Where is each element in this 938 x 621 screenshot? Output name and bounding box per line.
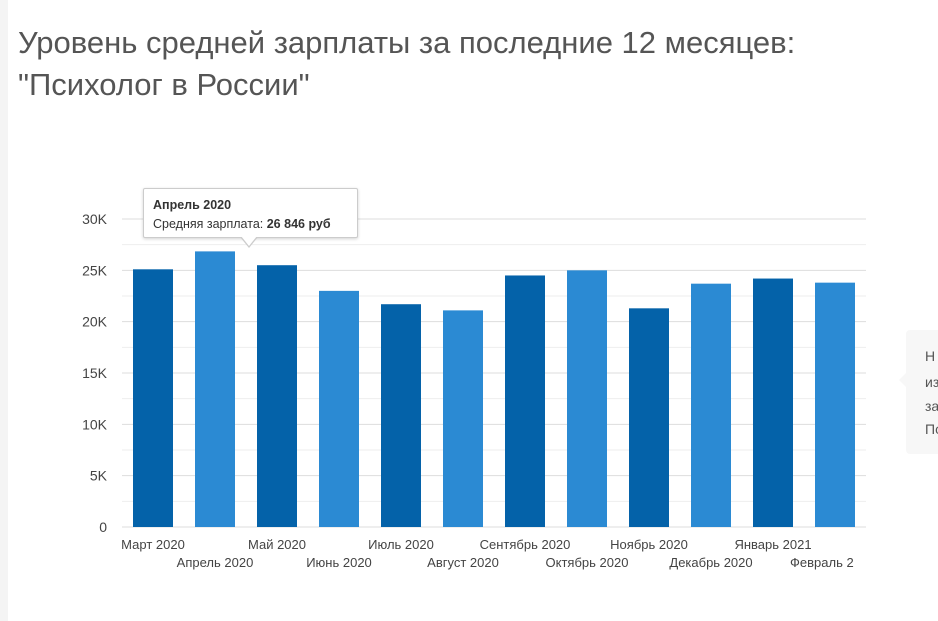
page-title: Уровень средней зарплаты за последние 12… (18, 22, 898, 106)
side-panel[interactable]: Н из за По (906, 330, 938, 454)
x-tick-label: Август 2020 (427, 555, 499, 570)
tooltip-line: Средняя зарплата: 26 846 руб (153, 214, 357, 234)
y-tick-label: 25K (82, 262, 108, 278)
y-tick-label: 30K (82, 211, 108, 227)
bar-8[interactable] (567, 270, 607, 527)
x-tick-label: Октябрь 2020 (546, 555, 629, 570)
tooltip-title: Апрель 2020 (153, 198, 232, 212)
y-tick-label: 20K (82, 314, 108, 330)
side-panel-text-3: за (925, 398, 938, 414)
bar-11[interactable] (753, 278, 793, 527)
x-tick-label: Февраль 2 (790, 555, 854, 570)
bar-3[interactable] (257, 265, 297, 527)
x-tick-label: Ноябрь 2020 (610, 537, 688, 552)
bar-9[interactable] (629, 308, 669, 527)
bar-4[interactable] (319, 290, 359, 527)
side-panel-text-1: Н (925, 348, 936, 364)
tooltip-pointer-fill (241, 236, 257, 246)
title-line-1: Уровень средней зарплаты за последние 12… (18, 25, 796, 60)
bar-7[interactable] (505, 275, 545, 527)
tooltip-label: Средняя зарплата: (153, 217, 267, 231)
x-tick-label: Апрель 2020 (177, 555, 254, 570)
bar-1[interactable] (133, 269, 173, 527)
bar-10[interactable] (691, 283, 731, 527)
x-tick-label: Сентябрь 2020 (480, 537, 571, 552)
bar-6[interactable] (443, 310, 483, 527)
x-tick-label: Июнь 2020 (306, 555, 372, 570)
y-tick-label: 5K (90, 468, 108, 484)
x-tick-label: Март 2020 (121, 537, 185, 552)
x-tick-label: Июль 2020 (368, 537, 434, 552)
bar-2[interactable] (195, 251, 235, 527)
x-tick-label: Январь 2021 (734, 537, 811, 552)
tooltip-value: 26 846 руб (266, 217, 331, 231)
y-tick-label: 15K (82, 365, 108, 381)
chart-tooltip: Апрель 2020 Средняя зарплата: 26 846 руб (143, 188, 358, 238)
bar-5[interactable] (381, 304, 421, 527)
side-panel-text-4: По (925, 421, 938, 437)
x-tick-label: Май 2020 (248, 537, 306, 552)
side-panel-caret (899, 372, 907, 388)
title-line-2: "Психолог в России" (18, 67, 310, 102)
side-panel-text-2: из (925, 374, 938, 390)
y-tick-label: 10K (82, 416, 108, 432)
y-tick-label: 0 (99, 519, 107, 535)
x-tick-label: Декабрь 2020 (669, 555, 752, 570)
bar-12[interactable] (815, 282, 855, 527)
